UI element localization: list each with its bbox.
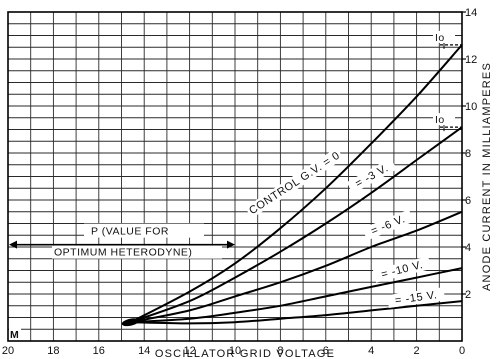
x-tick-label: 20 [2,345,14,357]
series-line-2 [130,126,463,324]
series-label-3: = -6 V. [369,213,407,238]
series-label-background-2 [346,157,397,194]
series-label-background-1 [244,147,344,219]
p-label-background [84,223,204,238]
io-label-background-2 [433,113,455,126]
y-axis-label: ANODE CURRENT IN MILLIAMPERES [481,62,493,291]
m-label-background [9,328,21,340]
x-axis-ticks: 20 18 16 14 12 10 8 6 4 2 0 [2,345,465,357]
p-label-2-background [52,245,222,259]
x-tick-label: 4 [368,345,374,357]
x-tick-label: 14 [138,345,150,357]
x-tick-label: 12 [183,345,195,357]
x-tick-label: 6 [323,345,329,357]
series-label-5: = -15 V. [394,289,438,307]
io-label-background-1 [433,30,455,43]
y-tick-label: 10 [465,101,477,113]
x-tick-label: 18 [47,345,59,357]
x-tick-label: 16 [93,345,105,357]
series-label-background-4 [373,256,432,283]
x-tick-label: 0 [459,345,465,357]
series-line-1 [130,44,463,324]
series-label-group-1: CONTROL G.V. = 0 [244,147,344,219]
x-tick-label: 10 [229,345,241,357]
y-axis-ticks: 2 4 6 8 10 12 14 [462,7,477,301]
chart-frame [7,11,463,342]
series-label-group-3: = -6 V. [362,209,414,241]
y-tick-label: 4 [465,242,471,254]
m-label: M [10,329,19,341]
p-label: P (VALUE FOR [91,226,169,238]
y-tick-label: 8 [465,148,471,160]
convergence-point [121,318,140,327]
y-tick-label: 12 [465,54,477,66]
chart-annotations: P (VALUE FOR OPTIMUM HETERODYNE) Io Io M [9,30,462,341]
series-label-background-5 [387,287,446,308]
x-tick-label: 2 [414,345,420,357]
series-label-background-3 [362,209,414,241]
series-line-4 [130,267,463,324]
y-tick-label: 2 [465,289,471,301]
p-label-line-2: OPTIMUM HETERODYNE) [54,247,192,259]
series-label-1: CONTROL G.V. = 0 [247,150,342,218]
y-tick-label: 6 [465,195,471,207]
p-arrow-head-right [227,240,235,249]
series-label-group-5: = -15 V. [387,287,446,308]
io-label-1: Io [435,32,445,44]
io-label-2: Io [435,114,445,126]
x-tick-label: 8 [277,345,283,357]
x-axis-label: OSCILLATOR GRID VOLTAGE [155,348,335,359]
p-arrow-head-left [9,240,17,249]
y-tick-label: 14 [465,7,477,19]
series-line-3 [130,210,463,324]
series-label-group-4: = -10 V. [373,256,432,283]
series-lines [130,44,463,325]
series-line-5 [130,300,463,325]
